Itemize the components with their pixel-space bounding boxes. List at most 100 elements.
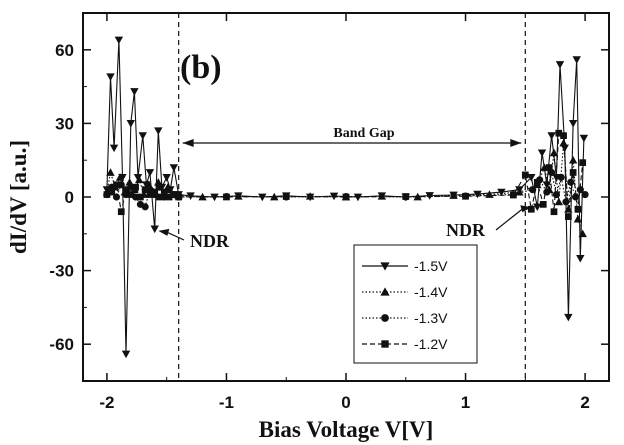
point-marker xyxy=(170,191,178,198)
series-layer xyxy=(102,36,589,359)
point-marker xyxy=(151,188,159,196)
series-line xyxy=(106,132,584,217)
point-marker xyxy=(559,138,568,147)
ndr-right-arrowhead xyxy=(520,205,532,213)
y-tick-label: 60 xyxy=(55,41,74,60)
point-marker xyxy=(571,193,580,201)
point-marker xyxy=(572,56,581,64)
point-marker xyxy=(557,173,565,181)
point-marker xyxy=(130,88,139,96)
legend-label: -1.3V xyxy=(414,310,448,326)
point-marker xyxy=(545,164,553,171)
x-tick-label: 1 xyxy=(461,393,470,412)
point-marker xyxy=(127,191,135,198)
point-marker xyxy=(527,205,535,213)
ndr-left-arrow xyxy=(166,231,185,241)
point-marker xyxy=(554,197,563,206)
point-marker xyxy=(574,205,582,213)
point-marker xyxy=(380,262,390,271)
point-marker xyxy=(115,173,125,181)
point-marker xyxy=(175,193,182,201)
point-marker xyxy=(564,213,572,220)
point-marker xyxy=(381,340,389,348)
point-marker xyxy=(198,192,207,201)
point-marker xyxy=(150,225,159,234)
point-marker xyxy=(138,132,147,140)
point-marker xyxy=(169,164,179,172)
ndr-right-label: NDR xyxy=(446,220,486,240)
point-marker xyxy=(562,198,570,206)
point-marker xyxy=(550,208,558,216)
x-tick-label: 2 xyxy=(580,393,589,412)
point-marker xyxy=(141,203,149,211)
point-marker xyxy=(160,188,168,196)
band-gap-label: Band Gap xyxy=(333,126,394,141)
point-marker xyxy=(380,287,390,296)
point-marker xyxy=(134,175,144,184)
point-marker xyxy=(560,132,567,140)
band-gap-arrowhead-right xyxy=(510,139,522,147)
point-marker xyxy=(106,168,115,176)
point-marker xyxy=(521,171,529,179)
point-marker xyxy=(132,183,139,191)
point-marker xyxy=(569,169,577,176)
ndr-right-arrow xyxy=(495,207,524,231)
point-marker xyxy=(117,208,125,216)
point-marker xyxy=(126,120,136,128)
point-marker xyxy=(137,193,144,201)
point-marker xyxy=(258,193,267,202)
x-axis: -2 -1 0 1 2 xyxy=(99,13,590,412)
point-marker xyxy=(106,73,115,81)
ndr-left-arrowhead xyxy=(158,228,170,236)
point-marker xyxy=(549,148,559,157)
x-tick-label: -1 xyxy=(219,393,234,412)
point-marker xyxy=(539,201,547,208)
y-tick-label: 0 xyxy=(65,188,74,207)
series-4 xyxy=(103,129,587,220)
x-tick-label: 0 xyxy=(341,393,350,412)
point-marker xyxy=(121,350,131,359)
x-tick-label: -2 xyxy=(99,393,114,412)
point-marker xyxy=(154,127,163,135)
point-marker xyxy=(537,149,547,158)
point-marker xyxy=(555,129,563,137)
point-marker xyxy=(234,192,243,200)
point-marker xyxy=(576,186,584,194)
point-marker xyxy=(377,192,387,200)
point-marker xyxy=(528,186,537,194)
point-marker xyxy=(573,214,583,223)
point-marker xyxy=(576,254,585,263)
legend-item: -1.2V xyxy=(362,336,448,352)
point-marker xyxy=(533,203,542,212)
point-marker xyxy=(547,132,556,140)
x-axis-title: Bias Voltage V[V] xyxy=(259,417,434,442)
legend: -1.5V -1.4V -1.3V -1.2V xyxy=(353,244,478,364)
legend-label: -1.5V xyxy=(414,258,448,274)
series-2 xyxy=(102,138,587,238)
y-tick-label: -30 xyxy=(49,262,74,281)
point-marker xyxy=(527,174,536,182)
point-marker xyxy=(449,191,458,199)
annotations: Band Gap NDR NDR xyxy=(158,126,532,251)
legend-item: -1.3V xyxy=(362,310,448,326)
point-marker xyxy=(141,186,149,193)
y-tick-label: 30 xyxy=(55,114,74,133)
point-marker xyxy=(145,169,155,177)
point-marker xyxy=(555,61,565,69)
point-marker xyxy=(305,192,315,200)
point-marker xyxy=(113,181,120,189)
legend-label: -1.2V xyxy=(414,336,448,352)
point-marker xyxy=(156,193,163,201)
legend-box xyxy=(353,244,478,364)
point-marker xyxy=(497,188,506,197)
point-marker xyxy=(108,188,116,196)
legend-item: -1.4V xyxy=(362,284,448,300)
point-marker xyxy=(162,174,171,182)
point-marker xyxy=(579,134,589,143)
point-marker xyxy=(568,120,578,128)
y-axis-title: dI/dV [a.u.] xyxy=(6,140,31,254)
point-marker xyxy=(223,193,230,201)
point-marker xyxy=(581,190,589,199)
point-marker xyxy=(381,314,389,322)
